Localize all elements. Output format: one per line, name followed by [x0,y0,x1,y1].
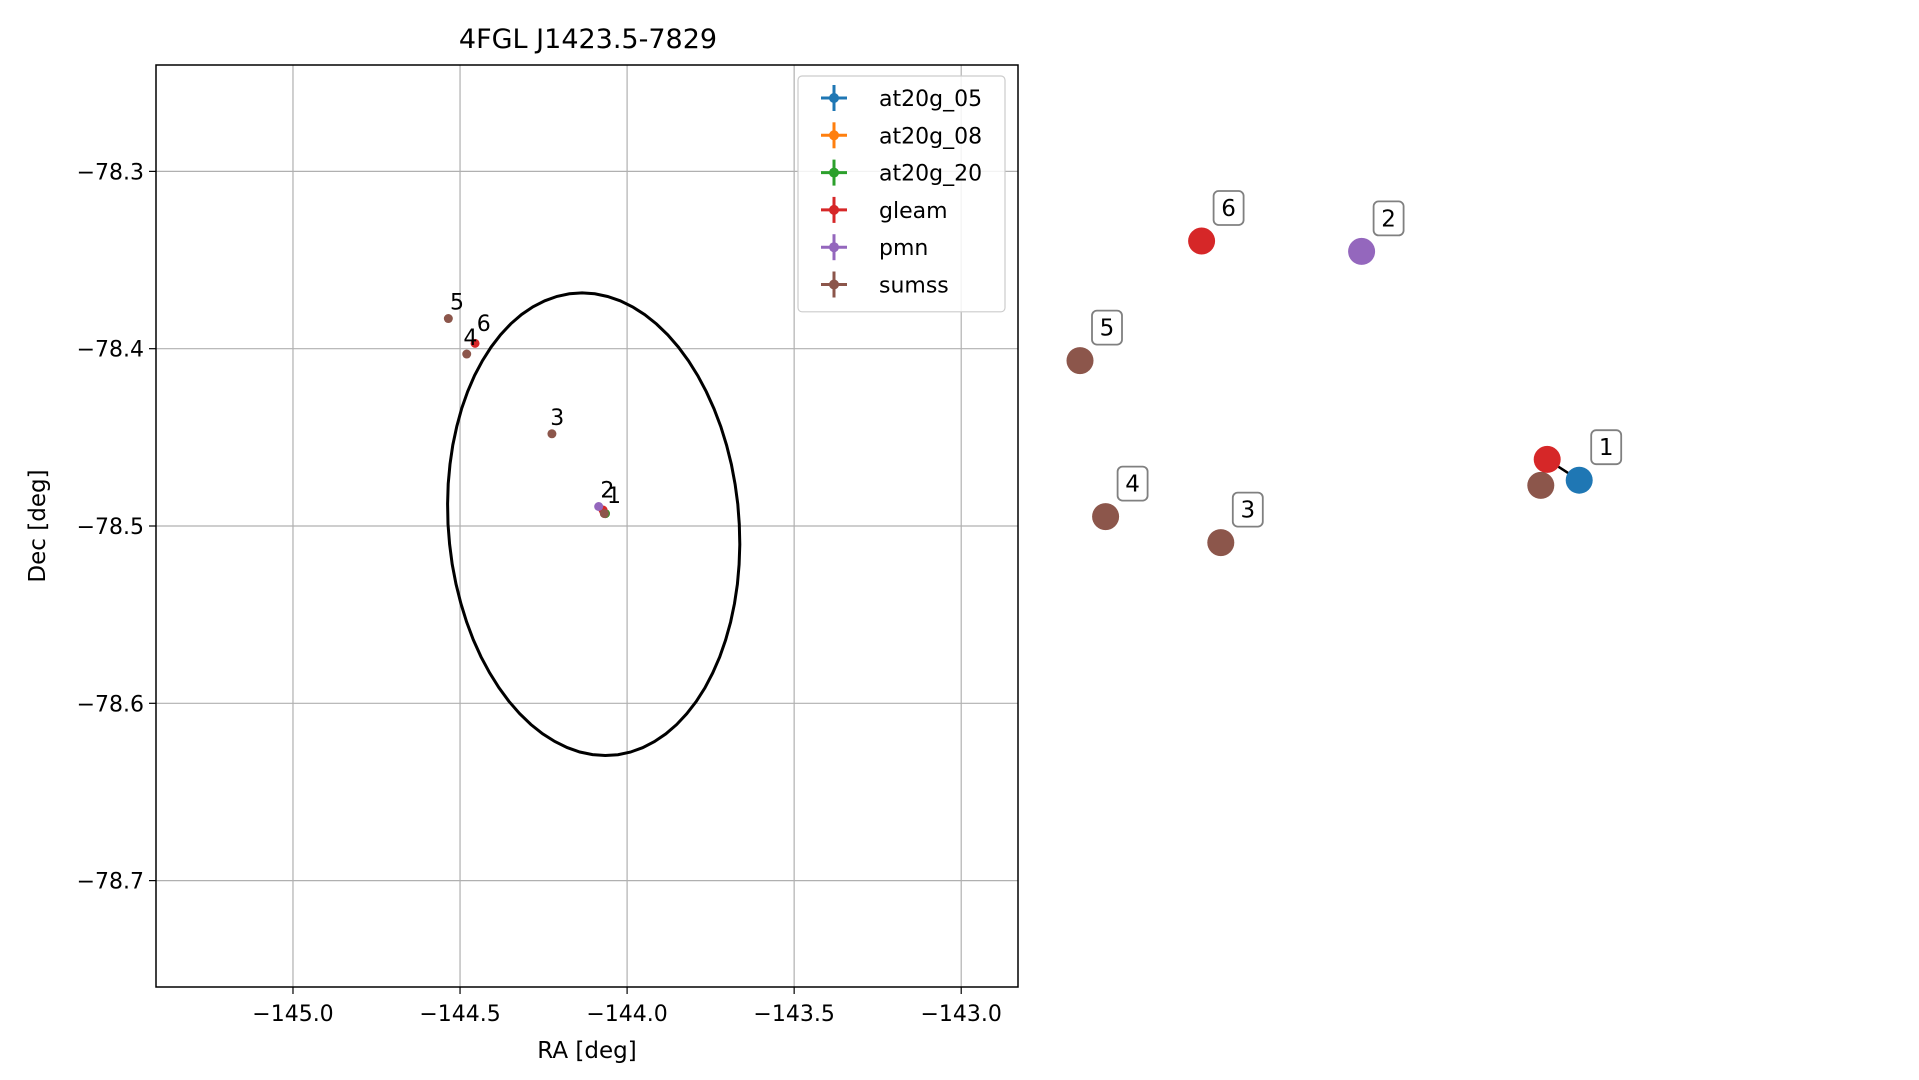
network-nodes [1066,227,1593,557]
legend-label: sumss [879,274,949,299]
network-label-text: 5 [1100,316,1115,342]
data-points [443,314,610,519]
network-label-text: 3 [1240,498,1255,524]
legend-marker-dot [829,130,839,141]
point-pmn [594,501,604,511]
annotation-label: 1 [607,484,621,509]
y-tick-label: −78.6 [77,692,144,717]
network-node [1565,466,1593,494]
network-node [1188,227,1216,255]
network-label: 4 [1116,465,1149,502]
legend-marker-dot [829,204,839,215]
network-node [1092,503,1120,531]
network-label: 3 [1231,491,1264,528]
x-tick-label: −143.0 [920,1002,1001,1027]
network-node [1066,347,1094,375]
network-label-text: 4 [1125,472,1140,498]
legend-marker-dot [829,167,839,178]
annotation-label: 2 [600,479,614,504]
network-label-box [1212,190,1245,226]
legend-box [797,75,1006,313]
x-axis-ticks: −145.0 −144.5 −144.0 −143.5 −143.0 [252,987,1002,1027]
network-node [1533,445,1561,473]
network-label-box [1116,465,1149,502]
y-tick-label: −78.7 [77,870,144,895]
x-tick-label: −144.5 [419,1002,500,1027]
network-label: 1 [1590,429,1623,466]
network-label-text: 6 [1221,196,1236,222]
annotation-label: 4 [463,326,477,351]
x-axis-label: RA [deg] [537,1038,636,1064]
point-sumss [547,429,557,439]
x-tick-label: −143.5 [753,1002,834,1027]
network-label: 2 [1372,200,1405,237]
point-sumss [443,314,453,324]
chart-title: 4FGL J1423.5-7829 [459,24,717,55]
network-label: 5 [1091,309,1123,346]
network-label-text: 2 [1381,206,1396,232]
y-tick-label: −78.5 [77,515,144,540]
network-label-box [1091,309,1123,346]
network-node [1207,529,1235,557]
point-gleam [470,338,480,348]
legend-marker-dot [829,242,839,253]
network-label-text: 1 [1599,435,1614,461]
legend-marker-dot [829,93,839,103]
legend-label: at20g_20 [879,162,982,187]
network-label-box [1372,200,1405,237]
annotation-label: 6 [477,312,491,337]
y-axis-ticks: −78.3 −78.4 −78.5 −78.6 −78.7 [77,160,156,895]
legend-label: pmn [879,236,928,261]
x-tick-label: −144.0 [586,1002,667,1027]
y-axis-label: Dec [deg] [25,469,51,582]
grid-lines [156,65,1018,987]
error-ellipse [446,291,742,758]
network-labels: 1 2 3 4 5 6 [1091,190,1623,528]
legend-marker-dot [829,279,839,290]
y-tick-label: −78.4 [77,338,144,363]
point-sumss [462,349,472,359]
y-tick-label: −78.3 [77,160,144,185]
point-sumss [599,509,609,519]
network-node [1527,471,1555,499]
error-ellipse-path [446,291,742,758]
x-tick-label: −145.0 [252,1002,333,1027]
annotation-label: 3 [550,406,564,431]
legend-label: at20g_08 [879,124,982,149]
network-label: 6 [1212,190,1245,226]
source-network-panel: 1 2 3 4 5 6 [1066,190,1623,557]
network-label-box [1231,491,1264,528]
legend-label: gleam [879,199,948,224]
legend-label: at20g_05 [879,87,982,112]
network-node [1348,237,1376,265]
annotation-label: 5 [450,291,464,316]
network-label-box [1590,429,1623,466]
